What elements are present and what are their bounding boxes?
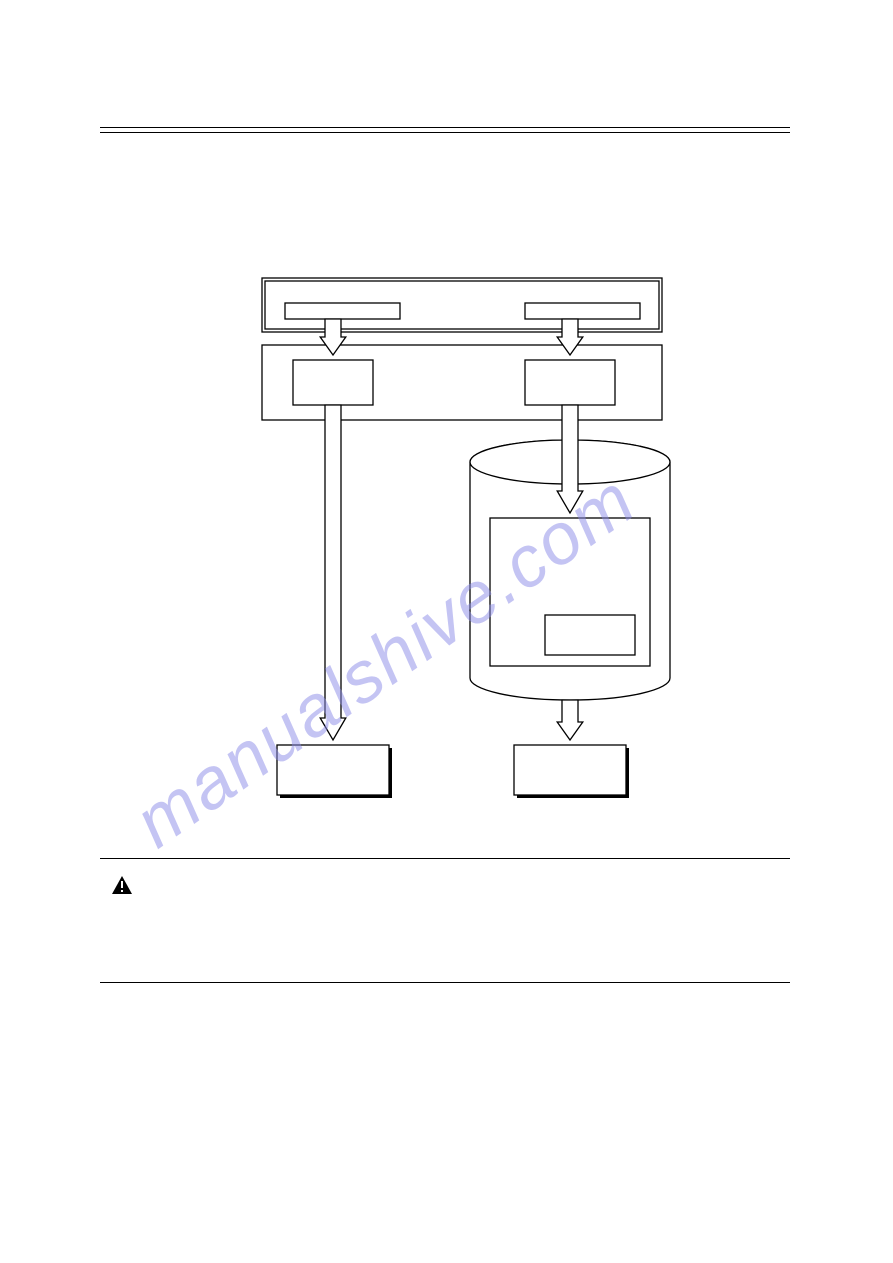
- separator-top: [100, 858, 790, 859]
- warning-icon: [112, 876, 132, 899]
- flowchart-diagram: [0, 0, 893, 1263]
- page-root: manualshive.com: [0, 0, 893, 1263]
- separator-bottom: [100, 982, 790, 983]
